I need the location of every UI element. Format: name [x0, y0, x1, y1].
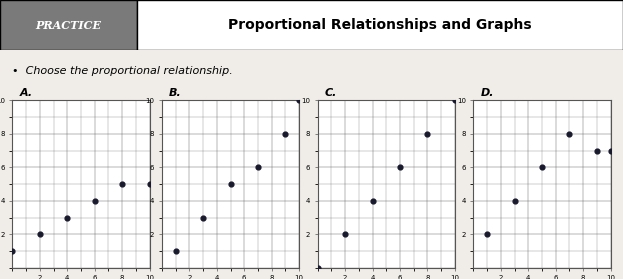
Point [62, 215, 72, 220]
Text: A.: A. [19, 88, 32, 98]
Text: D.: D. [480, 88, 494, 98]
Point [145, 182, 155, 186]
Point [422, 132, 432, 136]
Point [368, 199, 378, 203]
Point [253, 165, 263, 170]
Point [395, 165, 405, 170]
Point [606, 148, 616, 153]
Point [226, 182, 235, 186]
Point [7, 249, 17, 253]
Text: •  Choose the proportional relationship.: • Choose the proportional relationship. [12, 66, 233, 76]
Point [294, 98, 304, 103]
Point [198, 215, 208, 220]
Text: C.: C. [325, 88, 337, 98]
Text: B.: B. [169, 88, 181, 98]
FancyBboxPatch shape [0, 0, 137, 50]
Point [35, 232, 45, 237]
Point [482, 232, 492, 237]
Point [117, 182, 127, 186]
Point [340, 232, 350, 237]
Point [450, 98, 460, 103]
Point [90, 199, 100, 203]
Text: PRACTICE: PRACTICE [36, 20, 102, 31]
Point [280, 132, 290, 136]
Point [313, 266, 323, 270]
Point [592, 148, 602, 153]
FancyBboxPatch shape [137, 0, 623, 50]
Point [171, 249, 181, 253]
Point [510, 199, 520, 203]
Point [564, 132, 574, 136]
Point [537, 165, 547, 170]
Text: Proportional Relationships and Graphs: Proportional Relationships and Graphs [228, 18, 532, 32]
